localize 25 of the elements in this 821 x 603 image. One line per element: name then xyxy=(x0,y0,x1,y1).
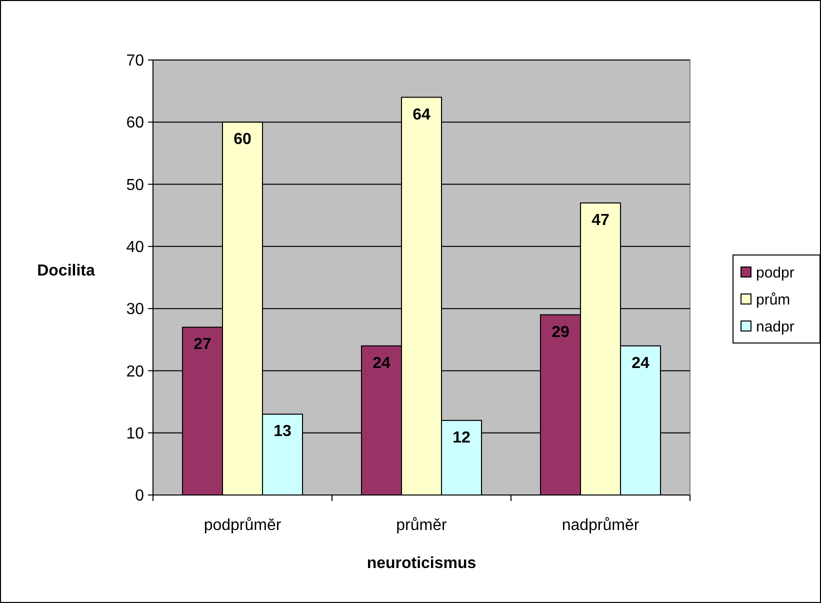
legend-label: nadpr xyxy=(756,318,794,336)
data-label: 64 xyxy=(412,106,430,124)
y-tick-label: 40 xyxy=(126,239,144,256)
x-tick-label: průměr xyxy=(396,517,448,534)
data-label: 60 xyxy=(234,131,252,148)
data-label: 47 xyxy=(592,212,610,229)
legend-label: podpr xyxy=(756,264,794,282)
data-label: 24 xyxy=(372,354,390,372)
legend-label: prům xyxy=(756,291,790,308)
data-label: 27 xyxy=(194,336,212,354)
x-axis-title: neuroticismus xyxy=(366,555,476,572)
y-tick-label: 20 xyxy=(126,363,144,380)
data-label: 12 xyxy=(452,429,470,446)
data-label: 13 xyxy=(274,423,292,440)
data-label: 29 xyxy=(552,324,570,341)
y-tick-label: 50 xyxy=(126,176,144,194)
x-tick-label: podprůměr xyxy=(204,517,282,534)
y-tick-label: 0 xyxy=(135,488,144,505)
y-tick-label: 10 xyxy=(126,425,144,442)
y-tick-label: 70 xyxy=(126,52,144,70)
y-tick-label: 60 xyxy=(126,114,144,132)
y-tick-label: 30 xyxy=(126,301,144,318)
x-tick-label: nadprůměr xyxy=(562,517,640,534)
y-axis-title: Docilita xyxy=(37,262,95,280)
data-label: 24 xyxy=(632,354,650,372)
